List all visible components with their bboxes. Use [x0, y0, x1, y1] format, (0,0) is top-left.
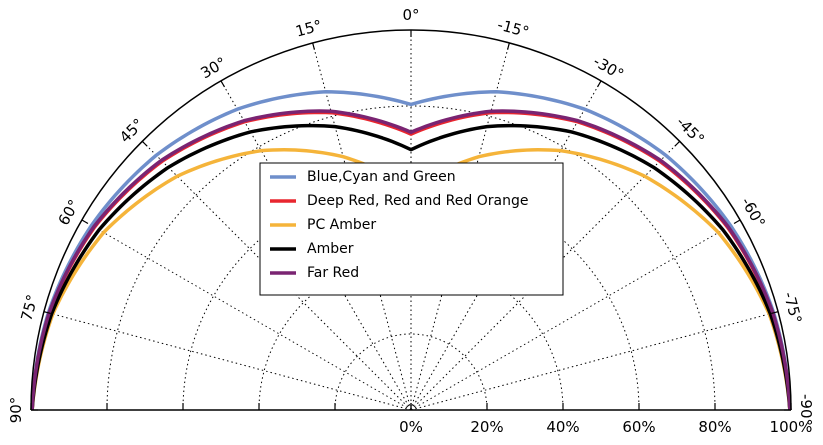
angle-tick-label: -75° [780, 290, 806, 326]
angle-tick-mark [43, 311, 51, 315]
radial-tick-label: 40% [546, 418, 579, 436]
radial-tick-label: 60% [622, 418, 655, 436]
angle-tick-label: -90° [797, 394, 815, 426]
angle-tick-mark [312, 42, 316, 50]
radial-tick-label: 80% [698, 418, 731, 436]
angle-tick-label: 0° [402, 6, 419, 24]
angular-gridline [410, 311, 779, 411]
legend-label: Deep Red, Red and Red Orange [307, 193, 528, 209]
angle-tick-label: 15° [294, 16, 324, 40]
angle-tick-label: -60° [737, 194, 769, 231]
legend-label: PC Amber [307, 217, 376, 233]
series-line-4 [30, 109, 792, 411]
angle-tick-label: 75° [17, 293, 41, 323]
angle-tick-mark [81, 219, 89, 225]
angular-gridline [81, 219, 412, 411]
series-line-3 [30, 123, 792, 411]
radial-tick-label: 100% [770, 418, 813, 436]
radial-tick-label: 0% [399, 418, 423, 436]
frame-layer [30, 29, 792, 411]
legend-label: Far Red [307, 265, 359, 281]
angle-tick-mark [771, 311, 779, 315]
angle-tick-mark [733, 219, 741, 225]
angle-tick-mark [674, 140, 681, 147]
angular-gridline [410, 219, 741, 411]
series-layer [30, 90, 792, 411]
legend-label: Amber [307, 241, 354, 257]
angle-tick-label: -30° [590, 52, 627, 84]
radial-gridline [334, 333, 488, 411]
legend: Blue,Cyan and Green Deep Red, Red and Red… [259, 162, 564, 296]
legend-label: Blue,Cyan and Green [307, 169, 456, 185]
series-line-0 [30, 90, 792, 411]
angular-gridline [43, 311, 412, 411]
angle-tick-label: -15° [495, 16, 531, 42]
legend-box [259, 162, 564, 296]
angle-tick-mark [506, 42, 510, 50]
angle-tick-mark [596, 80, 602, 88]
radial-tick-label: 20% [470, 418, 503, 436]
angle-tick-mark [141, 140, 148, 147]
angle-tick-label: 90° [7, 397, 25, 424]
angle-tick-mark [220, 80, 226, 88]
